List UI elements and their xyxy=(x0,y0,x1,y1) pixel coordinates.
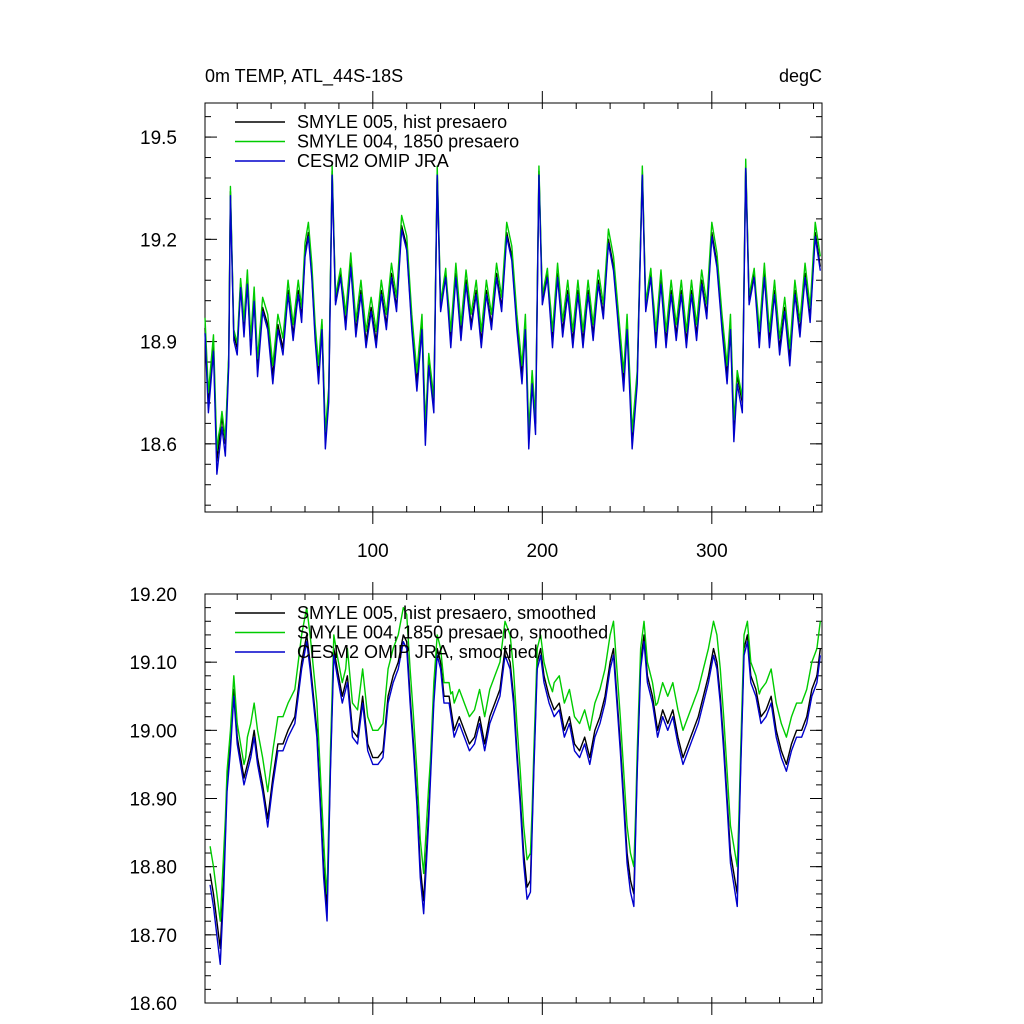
y-tick-label: 18.60 xyxy=(129,994,177,1015)
legend-label: CESM2 OMIP JRA, smoothed xyxy=(297,642,538,662)
top-panel: 0m TEMP, ATL_44S-18S degC 18.6 18.9 19.2 19… xyxy=(140,66,823,562)
x-tick-label: 100 xyxy=(357,541,389,562)
x-tick-label: 200 xyxy=(526,541,558,562)
bottom-panel: 18.60 18.70 18.80 18.90 19.00 19.10 19.20 SMYLE… xyxy=(129,582,823,1015)
series-line-1850 xyxy=(204,158,821,452)
legend-label: SMYLE 005, hist presaero, smoothed xyxy=(297,603,596,623)
series-line-omip xyxy=(204,167,821,475)
plot-frame xyxy=(204,102,823,513)
top-panel-title: 0m TEMP, ATL_44S-18S xyxy=(205,66,403,87)
top-panel-units: degC xyxy=(779,66,822,86)
legend-label: SMYLE 005, hist presaero xyxy=(297,112,507,132)
y-tick-label: 19.2 xyxy=(140,230,177,251)
y-tick-label: 18.6 xyxy=(140,435,177,456)
series-line-omip xyxy=(209,641,821,965)
y-tick-label: 18.80 xyxy=(129,858,177,879)
x-tick-label: 300 xyxy=(696,541,728,562)
legend-label: CESM2 OMIP JRA xyxy=(297,151,449,171)
series-line-1850 xyxy=(209,606,821,922)
series-line-hist xyxy=(204,163,821,462)
y-tick-label: 18.9 xyxy=(140,333,177,354)
y-tick-label: 19.5 xyxy=(140,128,177,149)
y-tick-label: 19.10 xyxy=(129,653,177,674)
y-tick-label: 18.90 xyxy=(129,790,177,811)
legend-label: SMYLE 004, 1850 presaero, smoothed xyxy=(297,623,608,643)
y-tick-label: 18.70 xyxy=(129,926,177,947)
y-tick-label: 19.20 xyxy=(129,585,177,606)
y-tick-label: 19.00 xyxy=(129,721,177,742)
legend-label: SMYLE 004, 1850 presaero xyxy=(297,132,519,152)
